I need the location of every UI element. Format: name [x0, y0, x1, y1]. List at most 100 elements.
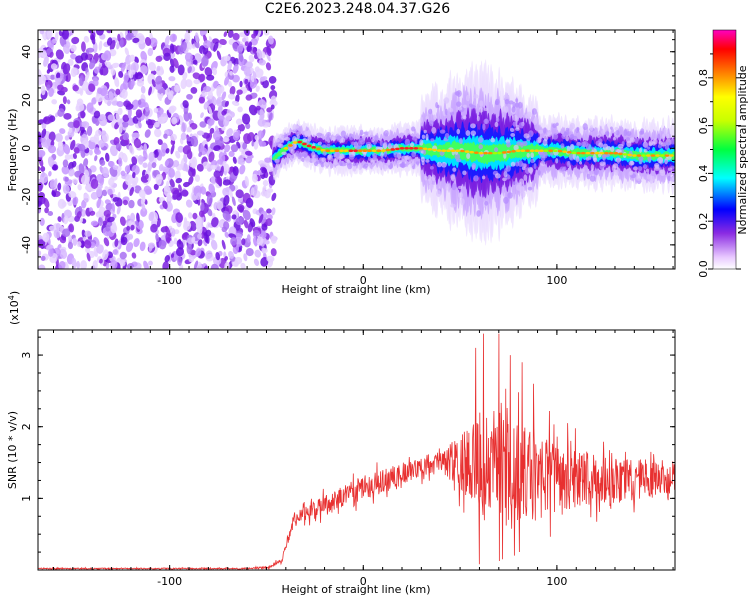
noise-blob [70, 53, 77, 60]
noise-blob [107, 188, 113, 196]
noise-blob [102, 166, 109, 178]
noise-blob [99, 258, 103, 264]
noise-blob [168, 106, 175, 114]
noise-blob [42, 116, 52, 125]
noise-blob [190, 86, 198, 94]
halo-blob [476, 115, 480, 122]
halo-blob [333, 157, 339, 166]
noise-blob [253, 140, 259, 150]
halo-blob [508, 100, 514, 105]
noise-blob [238, 51, 244, 63]
noise-blob [194, 174, 201, 182]
halo-blob [632, 166, 638, 171]
halo-blob [471, 162, 477, 169]
noise-blob [73, 147, 80, 154]
halo-blob [443, 97, 450, 104]
noise-blob [163, 52, 171, 61]
noise-blob [55, 222, 62, 231]
noise-blob [51, 84, 56, 94]
noise-blob [53, 178, 58, 188]
noise-blob [132, 176, 139, 185]
noise-blob [250, 38, 258, 46]
noise-blob [136, 212, 140, 223]
noise-blob [191, 156, 198, 168]
noise-blob [177, 145, 184, 153]
noise-blob [142, 150, 148, 160]
noise-blob [150, 223, 158, 233]
noise-blob [67, 241, 74, 250]
noise-blob [70, 44, 77, 52]
noise-blob [183, 111, 190, 122]
halo-blob [428, 120, 434, 127]
halo-blob [425, 133, 429, 141]
halo-blob [601, 154, 607, 158]
halo-blob [527, 111, 532, 118]
halo-blob [449, 107, 454, 113]
noise-blob [107, 216, 115, 223]
halo-blob [665, 133, 670, 139]
noise-blob [270, 235, 277, 244]
ridge-core-dot [525, 149, 530, 153]
ridge-core-dot [288, 144, 293, 147]
noise-blob [188, 256, 195, 263]
noise-blob [73, 120, 80, 129]
noise-blob [180, 122, 187, 133]
noise-blob [155, 55, 163, 63]
noise-blob [149, 37, 158, 47]
halo-blob [484, 107, 488, 112]
halo-blob [494, 121, 499, 128]
noise-blob [177, 256, 183, 266]
noise-blob [140, 50, 148, 62]
noise-blob [215, 252, 221, 261]
ridge-core-dot [339, 149, 344, 153]
ridge-core-dot [562, 150, 567, 153]
halo-blob [647, 146, 651, 150]
noise-blob [224, 231, 229, 238]
spectrogram-y-ticks: -40 -20 0 20 40 [20, 39, 675, 270]
noise-blob [160, 65, 164, 75]
noise-blob [111, 202, 116, 212]
noise-blob [169, 178, 175, 188]
noise-blob [110, 224, 118, 234]
noise-blob [62, 63, 71, 75]
halo-blob [452, 167, 457, 172]
noise-blob [38, 250, 42, 257]
halo-blob [302, 150, 308, 158]
halo-blob [470, 105, 476, 109]
halo-blob [606, 131, 610, 137]
noise-blob [168, 90, 174, 96]
noise-blob [98, 139, 105, 148]
noise-blob [41, 122, 47, 130]
noise-blob [196, 163, 204, 172]
halo-blob [348, 154, 355, 160]
noise-blob [186, 94, 193, 100]
spectrogram-x-axis-label: Height of straight line (km) [281, 283, 430, 296]
noise-blob [155, 85, 162, 90]
noise-blob [61, 165, 70, 175]
noise-blob [216, 99, 222, 107]
halo-blob [304, 156, 311, 163]
halo-blob [378, 161, 384, 169]
snr-y-tick-label: 2 [20, 423, 33, 430]
noise-blob [63, 215, 69, 225]
noise-blob [61, 30, 70, 40]
halo-blob [441, 161, 447, 168]
noise-blob [115, 88, 121, 96]
noise-blob [222, 117, 230, 127]
noise-blob [216, 50, 222, 61]
spectrogram-y-tick-label: 40 [20, 45, 33, 59]
halo-blob [667, 167, 673, 171]
noise-blob [162, 200, 168, 210]
noise-blob [218, 115, 225, 121]
halo-blob [454, 153, 461, 160]
halo-blob [477, 136, 484, 143]
halo-blob [450, 174, 456, 182]
noise-blob [223, 194, 230, 206]
noise-blob [134, 72, 143, 80]
noise-blob [71, 178, 79, 184]
halo-blob [436, 104, 440, 109]
halo-blob [462, 170, 467, 176]
noise-blob [102, 249, 109, 261]
noise-blob [147, 47, 154, 57]
noise-blob [127, 233, 134, 240]
